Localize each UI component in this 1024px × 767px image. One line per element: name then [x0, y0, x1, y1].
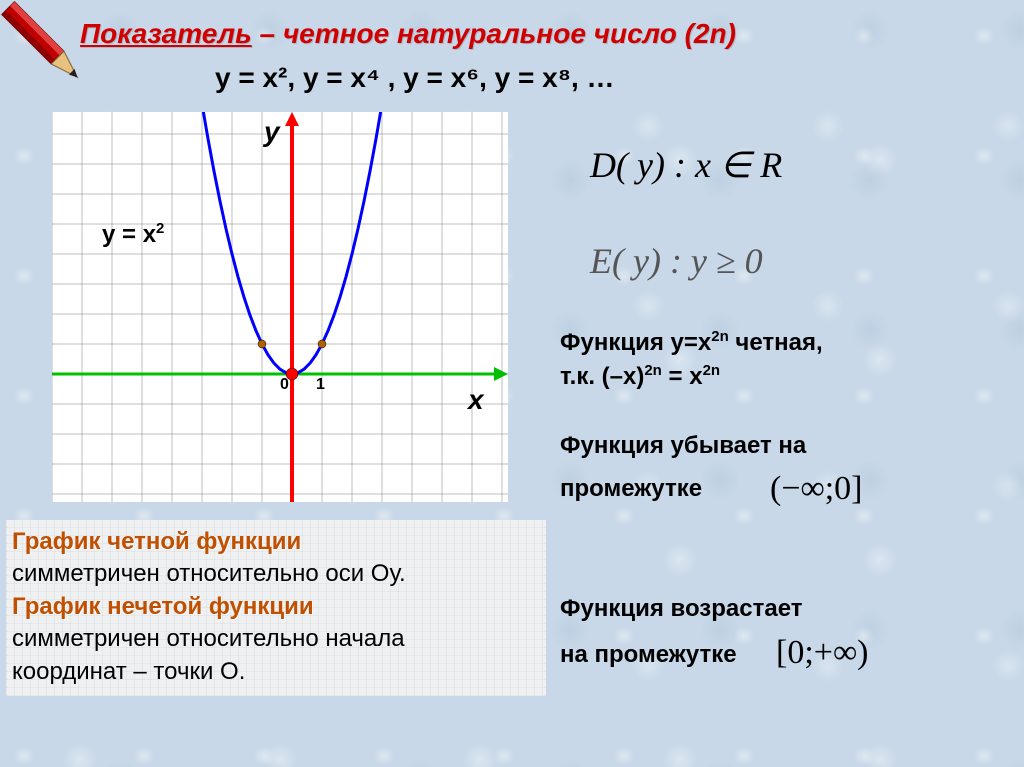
pencil-icon — [0, 0, 102, 102]
symmetry-heading-even: График четной функции — [12, 526, 540, 558]
tick-one-label: 1 — [316, 376, 325, 394]
range-text: E( y) : y ≥ 0 — [590, 240, 763, 282]
origin-label: 0 — [280, 376, 289, 394]
symmetry-heading-odd: График нечетой функции — [12, 591, 540, 623]
slide-title: Показатель – четное натуральное число (2… — [80, 18, 736, 50]
interval-decreasing: (−∞;0] — [770, 470, 863, 508]
domain-text: D( y) : x ∈ R — [590, 144, 782, 186]
symmetry-line-5: координат – точки О. — [12, 656, 540, 688]
increasing-text: Функция возрастает на промежутке — [560, 586, 802, 677]
title-rest: – четное натуральное число (2n) — [252, 18, 736, 49]
interval-increasing: [0;+∞) — [776, 634, 869, 672]
graph-area — [52, 112, 508, 502]
symmetry-line-4: симметричен относительно начала — [12, 623, 540, 655]
symmetry-line-2: симметричен относительно оси Оу. — [12, 558, 540, 590]
even-function-text: Функция y=x2n четная, т.к. (–х)2n = х2n — [560, 326, 823, 393]
y-axis-label: y — [264, 116, 280, 148]
graph-svg — [52, 112, 508, 502]
slide: Показатель – четное натуральное число (2… — [0, 0, 1024, 767]
x-axis-label: х — [468, 384, 484, 416]
title-keyword: Показатель — [80, 18, 252, 49]
graph-function-label: y = x2 — [102, 220, 164, 249]
equations-row: y = x², y = x⁴ , y = x⁶, y = x⁸, … — [215, 62, 615, 94]
symmetry-note: График четной функции симметричен относи… — [6, 520, 546, 696]
